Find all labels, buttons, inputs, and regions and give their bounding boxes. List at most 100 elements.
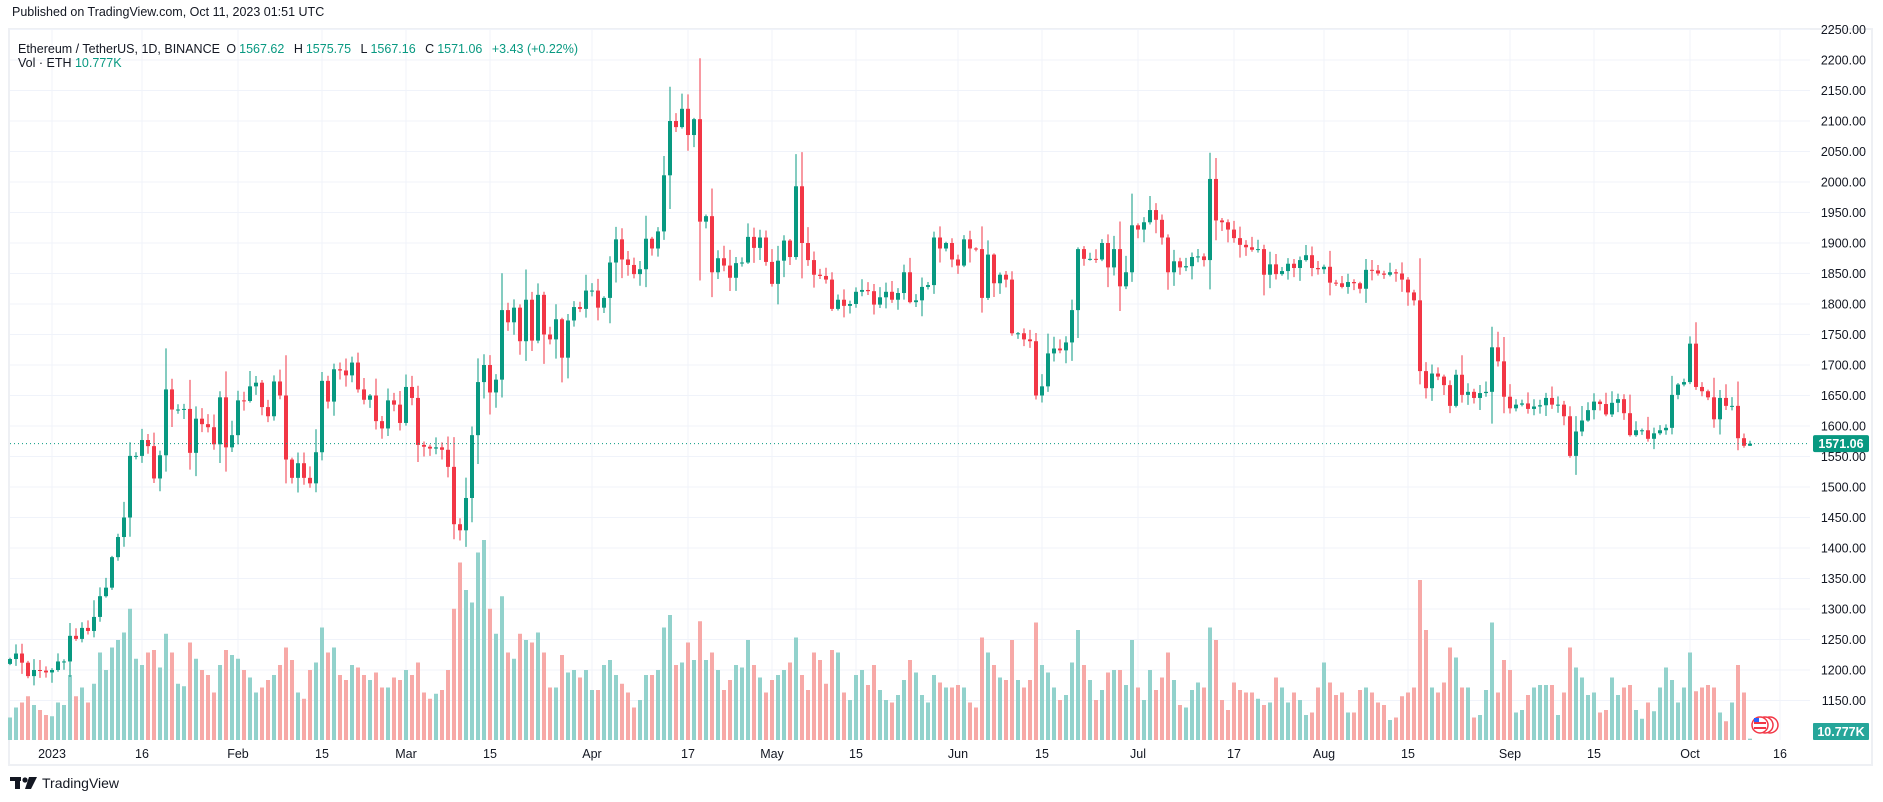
candle-body [302, 463, 306, 478]
volume-bar [1466, 687, 1470, 740]
candle [236, 390, 240, 445]
tradingview-logo[interactable]: TradingView [10, 775, 119, 791]
candle [206, 414, 210, 433]
volume-bar [932, 675, 936, 740]
candle [884, 282, 888, 309]
volume-bar [1598, 712, 1602, 740]
candle [1208, 152, 1212, 290]
candle [1628, 394, 1632, 437]
volume-bar [1460, 687, 1464, 740]
candle-body [518, 307, 522, 342]
candle-body [1592, 401, 1596, 411]
candle [362, 377, 366, 405]
candle [1520, 399, 1524, 407]
candle-body [866, 289, 870, 292]
candle-body [746, 236, 750, 263]
candle [608, 256, 612, 324]
candle [146, 434, 150, 454]
candle [1034, 332, 1038, 400]
published-note: Published on TradingView.com, Oct 11, 20… [12, 5, 325, 19]
candle [1082, 246, 1086, 266]
candle [500, 273, 504, 398]
candle-body [122, 517, 126, 538]
candle-body [1040, 386, 1044, 396]
volume-bar [1412, 687, 1416, 740]
volume-bar [698, 621, 702, 740]
candle-body [596, 290, 600, 308]
candle [470, 426, 474, 523]
volume-bar [866, 685, 870, 740]
volume-bar [38, 710, 42, 740]
volume-bar [1688, 652, 1692, 740]
volume-bar [1538, 685, 1542, 740]
candle [194, 406, 198, 477]
volume-bar [332, 647, 336, 740]
candle [728, 249, 732, 291]
candle [224, 371, 228, 472]
candle-body [1034, 341, 1038, 396]
candle [716, 250, 720, 279]
candle [1214, 158, 1218, 241]
candle [1280, 266, 1284, 276]
volume-bar [1586, 695, 1590, 740]
price-tick-label: 1900.00 [1821, 237, 1866, 251]
candle-body [386, 400, 390, 429]
candle [776, 245, 780, 305]
candle [212, 414, 216, 450]
candle [1250, 236, 1254, 252]
candle [632, 257, 636, 279]
volume-bar [380, 687, 384, 740]
candle-body [20, 653, 24, 663]
candle-body [212, 427, 216, 445]
candle-body [938, 237, 942, 249]
volume-bar [848, 700, 852, 740]
candle [1418, 258, 1422, 385]
candle-body [1304, 255, 1308, 261]
volume-bar [50, 716, 54, 740]
candle-body [722, 258, 726, 266]
candle [1694, 322, 1698, 390]
volume-bar [44, 715, 48, 740]
volume-bar [1406, 692, 1410, 740]
volume-bar [1742, 692, 1746, 740]
candle [818, 268, 822, 280]
volume-label[interactable]: Vol · ETH [18, 56, 72, 70]
low-label: L [360, 42, 368, 56]
candle-body [1628, 413, 1632, 436]
candle-body [398, 404, 402, 423]
candle [344, 358, 348, 387]
volume-bar [884, 700, 888, 740]
candle [116, 533, 120, 561]
candle-body [1316, 268, 1320, 270]
economic-events-flag-icon[interactable] [1751, 716, 1779, 734]
candle [1658, 425, 1662, 436]
candle-body [200, 418, 204, 425]
candle [932, 231, 936, 294]
candle [746, 223, 750, 264]
candle [1190, 252, 1194, 280]
candle [1598, 399, 1602, 411]
symbol-title[interactable]: Ethereum / TetherUS, 1D, BINANCE [18, 42, 220, 56]
candle [1592, 393, 1596, 420]
candle-body [974, 248, 978, 250]
candle-body [422, 444, 426, 447]
volume-bar [1592, 692, 1596, 740]
candle-body [476, 382, 480, 436]
candle-body [770, 261, 774, 284]
candle [548, 326, 552, 345]
candle [1154, 203, 1158, 234]
candle [596, 278, 600, 321]
volume-bar [632, 707, 636, 740]
volume-bar [1568, 647, 1572, 740]
volume-bar [1580, 677, 1584, 740]
candle-body [584, 290, 588, 309]
candle-body [392, 400, 396, 405]
volume-bar [236, 658, 240, 740]
candle-body [1196, 256, 1200, 258]
price-tick-label: 1300.00 [1821, 603, 1866, 617]
volume-bar [590, 690, 594, 740]
volume-bar [860, 670, 864, 740]
candle [1028, 329, 1032, 348]
volume-bar [1550, 685, 1554, 740]
